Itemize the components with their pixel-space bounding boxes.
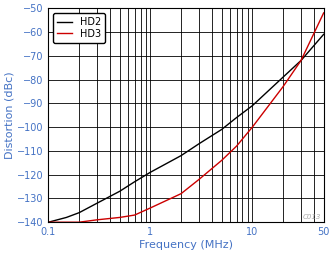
HD3 — [322, 11, 326, 14]
HD3 — [179, 192, 183, 195]
HD3 — [299, 59, 303, 62]
Line: HD3: HD3 — [48, 13, 324, 222]
HD3 — [64, 221, 68, 224]
HD2 — [234, 116, 238, 119]
Legend: HD2, HD3: HD2, HD3 — [53, 13, 105, 43]
HD2 — [179, 154, 183, 157]
HD2 — [133, 180, 137, 183]
X-axis label: Frequency (MHz): Frequency (MHz) — [139, 240, 233, 250]
HD2 — [220, 128, 224, 131]
HD2 — [77, 211, 81, 214]
HD3 — [250, 125, 255, 129]
HD3 — [46, 221, 50, 224]
HD3 — [234, 145, 238, 148]
HD2 — [64, 216, 68, 219]
HD3 — [148, 207, 152, 210]
HD2 — [250, 104, 255, 107]
HD3 — [118, 216, 122, 219]
HD2 — [322, 33, 326, 36]
HD3 — [197, 178, 201, 181]
HD2 — [299, 59, 303, 62]
HD3 — [77, 221, 81, 224]
HD3 — [95, 218, 99, 221]
HD2 — [95, 202, 99, 205]
Y-axis label: Distortion (dBc): Distortion (dBc) — [4, 71, 14, 159]
Line: HD2: HD2 — [48, 34, 324, 222]
HD2 — [281, 76, 285, 79]
HD3 — [220, 159, 224, 162]
HD2 — [118, 190, 122, 193]
HD3 — [281, 85, 285, 88]
Text: C013: C013 — [303, 214, 321, 220]
HD2 — [197, 142, 201, 145]
HD2 — [46, 221, 50, 224]
HD2 — [148, 171, 152, 174]
HD3 — [133, 214, 137, 217]
